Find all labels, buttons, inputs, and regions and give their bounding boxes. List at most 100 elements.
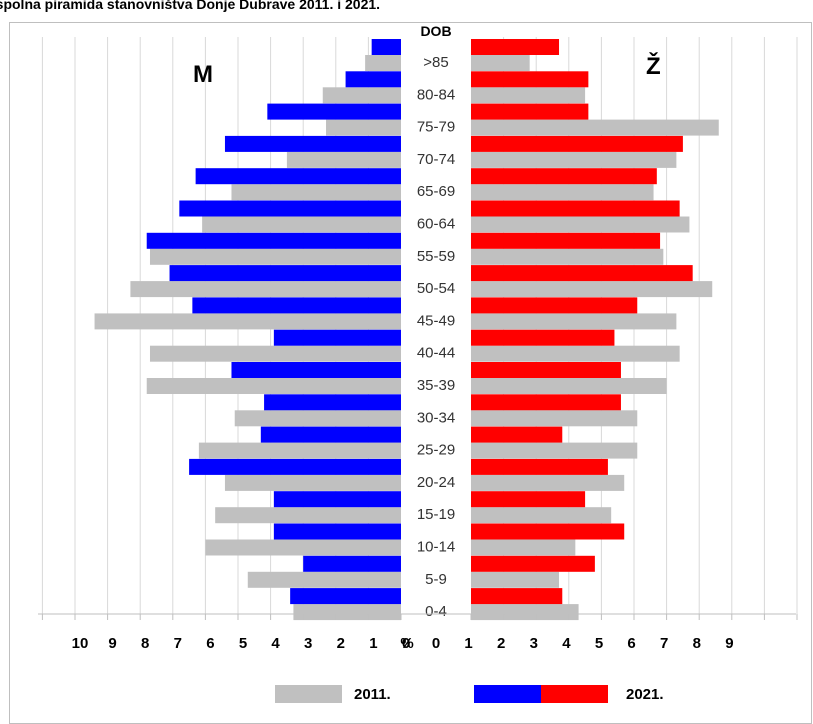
bar-male-2021 xyxy=(179,200,401,217)
chart-title: -spolna piramida stanovništva Donje Dubr… xyxy=(0,0,381,12)
bar-female-2011 xyxy=(471,119,719,136)
legend-swatch-2021-female xyxy=(541,685,608,703)
female-label: Ž xyxy=(646,52,661,80)
x-tick-label-left: 4 xyxy=(271,635,280,652)
bar-male-2021 xyxy=(264,394,401,411)
bar-female-2011 xyxy=(471,539,576,556)
x-tick-label-left: 7 xyxy=(174,635,182,652)
bar-male-2011 xyxy=(247,571,401,588)
bar-female-2021 xyxy=(471,458,608,475)
bar-male-2011 xyxy=(326,119,401,136)
bar-female-2011 xyxy=(471,442,638,459)
x-tick-label-right: 6 xyxy=(627,635,635,652)
bar-female-2021 xyxy=(471,297,638,314)
bar-female-2011 xyxy=(471,184,654,201)
legend-label-2011: 2011. xyxy=(354,686,391,703)
age-group-label: 35-39 xyxy=(417,377,455,394)
x-tick-label-right: 5 xyxy=(595,635,603,652)
bar-female-2011 xyxy=(471,151,677,168)
age-axis-header: DOB xyxy=(420,23,451,39)
bar-female-2011 xyxy=(471,216,690,233)
bar-male-2021 xyxy=(290,588,401,605)
x-tick-label-right: 4 xyxy=(562,635,571,652)
age-group-label: 5-9 xyxy=(425,571,447,588)
bar-male-2011 xyxy=(198,442,401,459)
x-tick-label-left: 2 xyxy=(337,635,345,652)
bar-female-2011 xyxy=(471,87,586,104)
bar-female-2011 xyxy=(471,345,680,362)
bar-female-2021 xyxy=(471,426,563,443)
age-group-label: 40-44 xyxy=(417,345,455,362)
bar-male-2011 xyxy=(365,55,401,71)
bar-male-2021 xyxy=(345,71,401,88)
x-tick-label-right: 7 xyxy=(660,635,668,652)
age-group-label: 30-34 xyxy=(417,409,455,426)
bar-female-2021 xyxy=(471,265,693,282)
legend-swatch-2011 xyxy=(275,685,342,703)
bar-male-2011 xyxy=(234,410,401,427)
bar-female-2021 xyxy=(471,394,621,411)
x-tick-label-left: 0 xyxy=(402,635,410,652)
bar-female-2011 xyxy=(471,313,677,330)
x-tick-label-left: 8 xyxy=(141,635,149,652)
bar-male-2021 xyxy=(189,458,401,475)
bar-male-2011 xyxy=(293,604,401,621)
age-group-label: 10-14 xyxy=(417,539,455,556)
male-label: M xyxy=(193,61,213,88)
age-group-label: 20-24 xyxy=(417,474,455,491)
bar-female-2021 xyxy=(471,168,657,185)
legend-label-2021: 2021. xyxy=(626,686,664,703)
bar-male-2021 xyxy=(146,232,401,249)
bar-male-2021 xyxy=(273,523,401,540)
age-group-label: 80-84 xyxy=(417,86,455,103)
x-tick-label-right: 3 xyxy=(530,635,538,652)
bar-male-2011 xyxy=(202,216,401,233)
age-group-label: >85 xyxy=(423,54,448,71)
bar-female-2021 xyxy=(471,200,680,217)
x-tick-label-right: 0 xyxy=(432,635,440,652)
age-group-label: 25-29 xyxy=(417,442,455,459)
bar-female-2021 xyxy=(471,555,595,572)
x-tick-label-left: 3 xyxy=(304,635,312,652)
bar-male-2021 xyxy=(273,329,401,346)
bar-female-2011 xyxy=(471,248,664,265)
bar-female-2021 xyxy=(471,523,625,540)
bar-female-2021 xyxy=(471,362,621,378)
legend-swatch-2021-male xyxy=(474,685,541,703)
age-group-label: 70-74 xyxy=(417,151,455,168)
bar-female-2021 xyxy=(471,103,589,120)
bar-female-2011 xyxy=(471,571,560,588)
age-group-label: 65-69 xyxy=(417,183,455,200)
bar-male-2011 xyxy=(215,507,401,524)
bar-male-2021 xyxy=(192,297,401,314)
bar-male-2021 xyxy=(231,362,401,378)
age-group-label: 45-49 xyxy=(417,312,455,329)
bar-female-2011 xyxy=(471,410,638,427)
bar-male-2021 xyxy=(224,135,401,152)
bar-male-2021 xyxy=(273,491,401,508)
bar-male-2021 xyxy=(195,168,401,185)
bar-male-2021 xyxy=(371,39,401,55)
bar-male-2011 xyxy=(146,378,401,394)
age-group-label: 55-59 xyxy=(417,248,455,265)
age-group-label: 75-79 xyxy=(417,119,455,136)
age-group-label: 15-19 xyxy=(417,506,455,523)
bar-male-2011 xyxy=(94,313,401,330)
x-tick-label-left: 10 xyxy=(72,635,89,652)
x-axis-unit-label: % xyxy=(400,635,413,652)
bar-male-2021 xyxy=(303,555,401,572)
bar-female-2021 xyxy=(471,71,589,88)
bar-female-2021 xyxy=(471,135,683,152)
bar-male-2021 xyxy=(169,265,401,282)
x-tick-label-left: 1 xyxy=(369,635,377,652)
bar-female-2021 xyxy=(471,329,615,346)
bar-female-2021 xyxy=(471,491,586,508)
age-group-label: 50-54 xyxy=(417,280,455,297)
bar-male-2011 xyxy=(149,345,401,362)
bar-male-2011 xyxy=(322,87,401,104)
bar-male-2021 xyxy=(267,103,401,120)
x-tick-label-left: 6 xyxy=(206,635,214,652)
bar-female-2021 xyxy=(471,588,563,605)
bar-male-2011 xyxy=(231,184,401,201)
